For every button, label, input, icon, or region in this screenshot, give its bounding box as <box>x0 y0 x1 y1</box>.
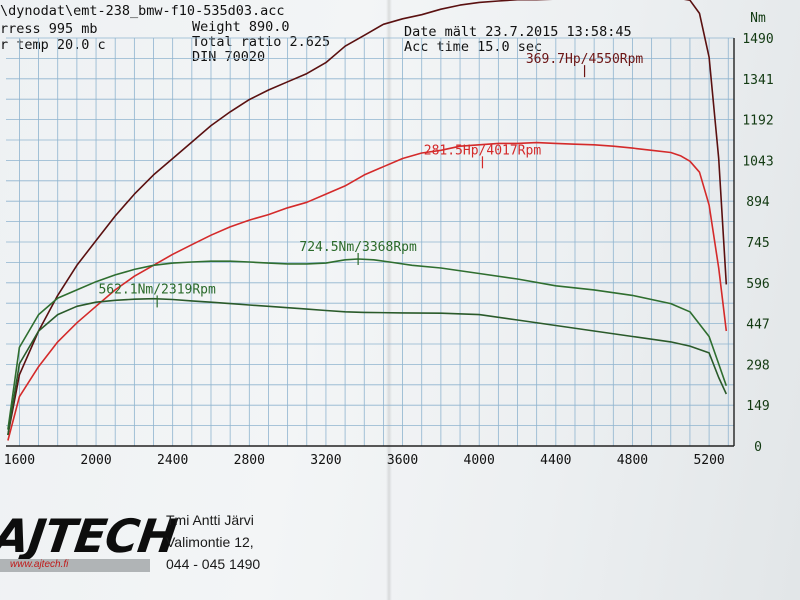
x-tick-label: 4000 <box>464 453 495 468</box>
chart-series <box>7 0 728 441</box>
file-name: \dynodat\emt-238_bmw-f10-535d03.acc <box>0 3 285 19</box>
logo-url: www.ajtech.fi <box>10 559 69 570</box>
air-pressure: rress 995 mb <box>0 21 98 37</box>
y-tick-label: 298 <box>746 358 769 373</box>
peak-label: 281.5Hp/4017Rpm <box>424 143 542 158</box>
y-tick-label: 1490 <box>742 32 773 47</box>
x-tick-label: 5200 <box>693 453 724 468</box>
y-tick-label: 1043 <box>742 154 773 169</box>
series-line-2 <box>7 141 728 441</box>
x-tick-label: 2800 <box>234 453 265 468</box>
paper-fold <box>386 0 392 600</box>
y-unit-label: Nm <box>750 11 766 26</box>
air-temperature: r temp 20.0 c <box>0 37 106 53</box>
y-tick-label: 745 <box>746 236 769 251</box>
series-line-1 <box>7 0 728 436</box>
y-tick-label: 1192 <box>742 114 773 129</box>
series-line-3 <box>7 258 728 430</box>
y-tick-label: 0 <box>754 440 762 455</box>
y-tick-label: 894 <box>746 195 770 210</box>
x-tick-label: 3600 <box>387 453 418 468</box>
y-tick-label: 149 <box>746 399 769 414</box>
company-phone: 044 - 045 1490 <box>166 556 261 572</box>
chart-grid <box>6 37 735 447</box>
x-tick-label: 3200 <box>310 453 341 468</box>
weight: Weight 890.0 <box>192 19 290 35</box>
chart-ticks: 1600 2000 2400 2800 3200 3600 4000 4400 4800 5200… <box>4 11 774 468</box>
peak-label: 369.7Hp/4550Rpm <box>526 52 644 67</box>
peak-label: 724.5Nm/3368Rpm <box>299 240 417 255</box>
company-name: Tmi Antti Järvi <box>166 512 254 528</box>
y-tick-label: 1341 <box>742 73 773 88</box>
series-line-4 <box>7 297 728 436</box>
logo-strip <box>0 559 150 572</box>
company-address: Valimontie 12, <box>166 534 254 550</box>
peak-label: 562.1Nm/2319Rpm <box>98 282 216 297</box>
test-date: Date mält 23.7.2015 13:58:45 <box>404 24 632 40</box>
x-tick-label: 2000 <box>80 453 111 468</box>
acc-time: Acc time 15.0 sec <box>404 39 543 55</box>
chart-annotations: 369.7Hp/4550Rpm 281.5Hp/4017Rpm 724.5Nm/33… <box>98 52 644 308</box>
x-tick-label: 4400 <box>540 453 571 468</box>
x-tick-label: 1600 <box>4 453 35 468</box>
company-logo: AJTECH <box>0 509 180 563</box>
din-standard: DIN 70020 <box>192 49 266 65</box>
y-tick-label: 596 <box>746 277 769 292</box>
y-tick-label: 447 <box>746 318 769 333</box>
x-tick-label: 2400 <box>157 453 188 468</box>
x-tick-label: 4800 <box>617 453 648 468</box>
